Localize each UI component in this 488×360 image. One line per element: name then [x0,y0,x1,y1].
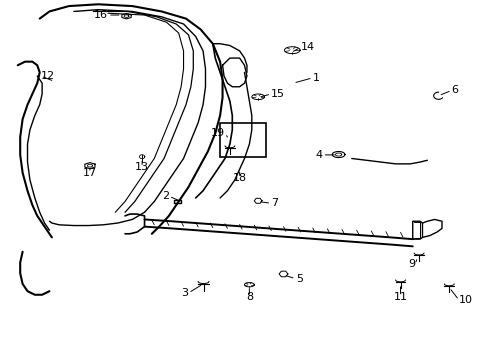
Text: 7: 7 [271,198,278,208]
Text: 3: 3 [181,288,188,298]
Text: 4: 4 [315,150,322,160]
Text: 6: 6 [451,85,458,95]
Text: 11: 11 [393,292,407,302]
Text: 2: 2 [162,191,168,201]
Text: 19: 19 [210,129,224,138]
Text: 1: 1 [312,73,319,83]
Text: 10: 10 [458,295,472,305]
Text: 14: 14 [300,42,314,52]
Text: 17: 17 [82,168,97,178]
Text: 16: 16 [94,10,108,20]
Bar [220,123,266,157]
Text: 9: 9 [407,259,414,269]
Text: 13: 13 [135,162,149,172]
Text: 5: 5 [295,274,302,284]
Text: 18: 18 [232,173,246,183]
Text: 15: 15 [271,89,285,99]
Text: 8: 8 [245,292,252,302]
Text: 12: 12 [41,71,55,81]
